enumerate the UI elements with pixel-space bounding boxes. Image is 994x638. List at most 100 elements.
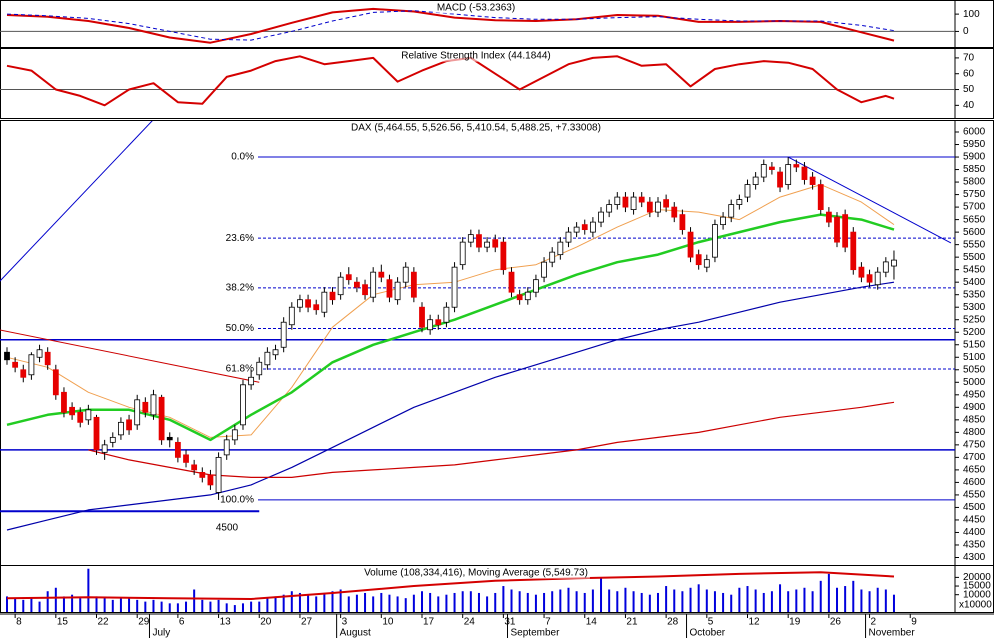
volume-bar — [355, 594, 358, 612]
y-tick-label: 4950 — [963, 389, 986, 400]
candle-body — [549, 251, 556, 263]
y-tick-label: 4900 — [963, 402, 986, 413]
volume-bar — [396, 596, 399, 612]
candle-body — [288, 306, 295, 326]
volume-bar — [616, 591, 619, 612]
volume-bar — [770, 591, 773, 612]
volume-bar — [754, 589, 757, 612]
volume-bar — [632, 591, 635, 612]
candle-body — [443, 306, 450, 323]
candle-body — [533, 279, 539, 293]
candle-body — [305, 299, 311, 308]
y-tick-label: 5500 — [963, 252, 986, 263]
y-tick-label: 5000 — [963, 377, 986, 388]
candle-body — [77, 411, 84, 423]
volume-bar — [648, 594, 651, 612]
candle-body — [337, 276, 344, 296]
y-tick-label: 4550 — [963, 490, 986, 501]
plot-area — [0, 7, 955, 44]
volume-bar — [722, 592, 725, 612]
candle-body — [118, 421, 124, 436]
volume-bar — [445, 594, 448, 612]
volume-bar — [266, 598, 269, 612]
volume-bar — [746, 586, 749, 612]
month-label: July — [152, 628, 170, 638]
candle-body — [891, 259, 897, 267]
volume-bar — [510, 589, 513, 612]
candle-body — [573, 226, 580, 233]
volume-bar — [697, 584, 700, 612]
volume-bar — [819, 580, 822, 612]
volume-bar — [404, 598, 407, 612]
x-tick-label: 24 — [464, 617, 476, 628]
candle-body — [370, 271, 377, 298]
volume-bar — [38, 601, 41, 612]
volume-bar — [152, 599, 155, 612]
y-tick-label: 10000 — [963, 589, 991, 600]
candle-body — [12, 361, 19, 368]
volume-bar — [193, 589, 196, 612]
y-tick-label: 5650 — [963, 214, 986, 225]
volume-bar — [762, 592, 765, 612]
volume-bar — [852, 580, 855, 612]
candle-body — [402, 266, 409, 283]
y-tick-label: 5050 — [963, 364, 986, 375]
x-tick-label: 17 — [423, 617, 435, 628]
title-background — [399, 50, 553, 62]
y-tick-label: 15000 — [963, 581, 991, 592]
series-line — [6, 7, 895, 44]
candle-body — [329, 291, 336, 301]
volume-bar — [429, 592, 432, 612]
volume-bar — [640, 592, 643, 612]
y-tick-label: 4600 — [963, 477, 986, 488]
candle-body — [736, 199, 743, 205]
candle-body — [85, 409, 92, 421]
volume-bar — [477, 592, 480, 612]
y-tick-label: 4400 — [963, 527, 986, 538]
volume-bar — [494, 592, 497, 612]
volume-bar — [665, 586, 668, 612]
candle-body — [524, 291, 531, 301]
fibonacci-label: 23.6% — [226, 233, 254, 244]
y-tick-label: 40 — [963, 100, 975, 111]
y-tick-label: 5250 — [963, 314, 986, 325]
y-tick-label: 4300 — [963, 552, 986, 563]
candle-body — [20, 369, 27, 378]
volume-bar — [502, 586, 505, 612]
candle-body — [720, 216, 726, 226]
volume-bar — [233, 605, 236, 612]
series-line — [6, 10, 895, 41]
candle-body — [61, 391, 67, 413]
volume-bar — [730, 594, 733, 612]
x-tick-label: 9 — [911, 617, 917, 628]
candle-body — [36, 349, 43, 358]
x-tick-label: 29 — [138, 617, 150, 628]
x-tick-label: 12 — [748, 617, 760, 628]
volume-bar — [290, 591, 293, 612]
y-tick-label: 4500 — [963, 502, 986, 513]
y-tick-label: 4800 — [963, 427, 986, 438]
candle-body — [850, 231, 857, 271]
x-tick-label: 28 — [667, 617, 679, 628]
y-tick-label: 4700 — [963, 452, 986, 463]
candle-body — [240, 384, 246, 426]
series-line — [6, 213, 895, 442]
volume-bar — [347, 596, 350, 612]
volume-bar — [71, 594, 74, 612]
candle-body — [500, 241, 507, 271]
volume-bar — [811, 591, 814, 612]
volume-bar — [787, 591, 790, 612]
candle-body — [516, 294, 523, 301]
candle-body — [858, 266, 865, 278]
month-label: August — [340, 628, 371, 638]
candle-body — [882, 261, 889, 273]
volume-bar — [713, 591, 716, 612]
candle-body — [557, 241, 564, 256]
candle-body — [150, 394, 157, 416]
y-tick-label: 4750 — [963, 440, 986, 451]
candle-body — [508, 271, 515, 293]
y-tick-label: 5300 — [963, 302, 986, 313]
candle-body — [671, 206, 678, 218]
